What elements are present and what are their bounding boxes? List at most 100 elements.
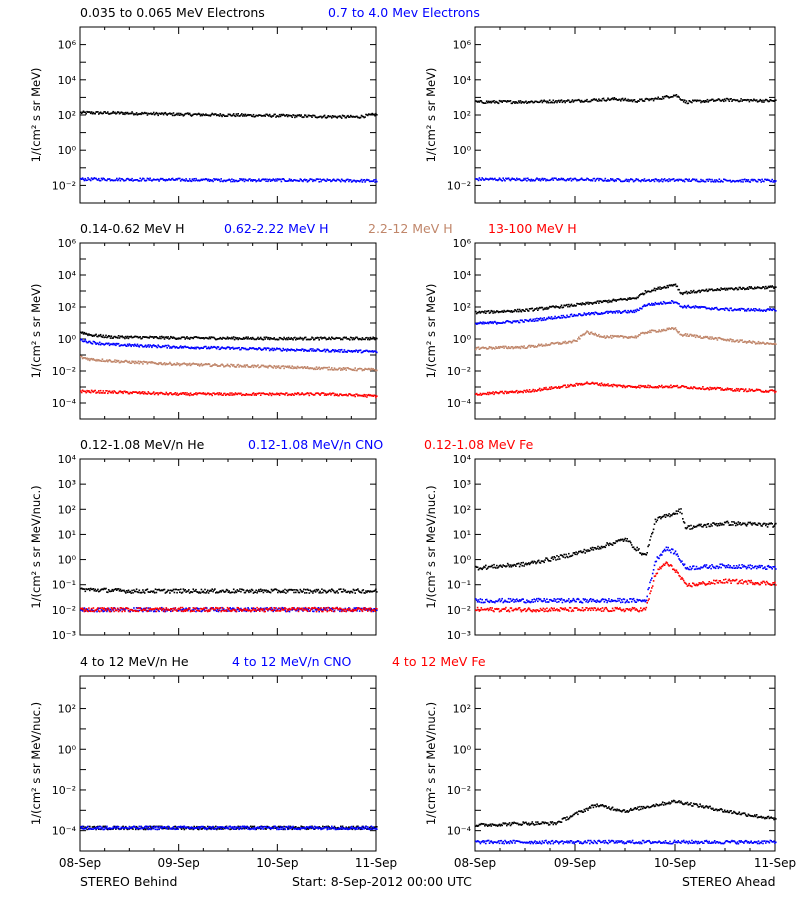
data-point <box>166 114 168 116</box>
data-point <box>345 591 347 593</box>
data-point <box>349 368 352 371</box>
data-point <box>552 99 555 102</box>
data-point <box>277 591 279 594</box>
data-point <box>774 309 776 312</box>
data-point <box>362 179 365 182</box>
data-point <box>561 342 564 345</box>
data-point <box>654 301 657 304</box>
data-point <box>134 609 137 612</box>
data-point <box>241 115 244 117</box>
data-point <box>744 180 747 183</box>
data-point <box>206 363 209 366</box>
data-point <box>613 335 616 337</box>
data-point <box>140 607 142 610</box>
data-point <box>212 180 214 183</box>
data-point <box>190 180 193 183</box>
data-point <box>519 100 522 102</box>
data-point <box>744 310 746 312</box>
data-point <box>756 180 759 183</box>
data-point <box>568 385 570 388</box>
data-point <box>267 589 269 592</box>
data-point <box>115 609 117 612</box>
data-point <box>315 116 318 119</box>
data-point <box>154 392 157 395</box>
data-point <box>279 178 282 181</box>
data-point <box>160 589 162 592</box>
data-point <box>251 180 254 182</box>
data-point <box>225 609 228 611</box>
data-point <box>657 302 659 305</box>
data-point <box>630 100 632 102</box>
data-point <box>374 114 376 117</box>
data-point <box>295 393 298 396</box>
data-point <box>148 591 150 593</box>
data-point <box>304 608 307 610</box>
data-point <box>583 303 586 305</box>
data-point <box>369 350 372 353</box>
data-point <box>509 311 512 313</box>
data-point <box>485 310 488 313</box>
data-point <box>589 179 592 182</box>
data-point <box>761 178 763 181</box>
data-point <box>179 363 182 366</box>
data-point <box>723 287 726 290</box>
data-point <box>143 336 146 338</box>
data-point <box>275 607 277 609</box>
data-point <box>126 177 129 180</box>
data-point <box>164 363 167 366</box>
title-row-1: 0.035 to 0.065 MeV Electrons 0.7 to 4.0 … <box>80 5 480 20</box>
data-point <box>128 179 131 182</box>
data-point <box>206 589 209 592</box>
data-point <box>245 348 248 351</box>
data-point <box>297 349 300 351</box>
data-point <box>623 180 626 182</box>
data-point <box>88 178 90 181</box>
data-point <box>750 308 752 310</box>
data-point <box>203 346 205 348</box>
data-point <box>83 331 86 334</box>
data-point <box>372 590 374 593</box>
data-point <box>708 388 710 391</box>
data-point <box>317 348 320 351</box>
data-point <box>603 300 606 302</box>
data-point <box>358 349 361 352</box>
data-point <box>683 304 686 307</box>
data-point <box>322 349 324 352</box>
data-point <box>91 112 94 115</box>
data-point <box>319 590 321 593</box>
data-point <box>331 337 334 339</box>
data-point <box>303 116 305 118</box>
data-point <box>719 289 721 292</box>
data-point <box>243 347 246 350</box>
data-point <box>662 97 665 100</box>
data-point <box>317 392 320 395</box>
data-point <box>97 342 99 345</box>
data-point <box>152 344 155 346</box>
data-point <box>658 180 660 183</box>
data-point <box>134 609 136 612</box>
data-point <box>218 365 221 367</box>
data-point <box>103 392 105 394</box>
data-point <box>169 361 171 364</box>
data-point <box>101 343 104 345</box>
data-point <box>335 336 338 339</box>
data-point <box>614 335 617 337</box>
data-point <box>312 337 314 339</box>
data-point <box>145 610 148 612</box>
data-point <box>676 384 679 387</box>
data-point <box>734 308 737 311</box>
data-point <box>167 113 169 115</box>
data-point <box>359 349 362 351</box>
data-point <box>757 100 760 103</box>
data-point <box>765 178 767 181</box>
data-point <box>625 336 628 338</box>
data-point <box>596 300 598 303</box>
data-point <box>732 339 734 341</box>
data-point <box>607 336 609 338</box>
data-point <box>682 306 684 309</box>
data-point <box>354 592 356 594</box>
data-point <box>233 347 236 350</box>
data-point <box>626 299 628 301</box>
data-point <box>357 116 359 119</box>
data-point <box>325 592 328 594</box>
